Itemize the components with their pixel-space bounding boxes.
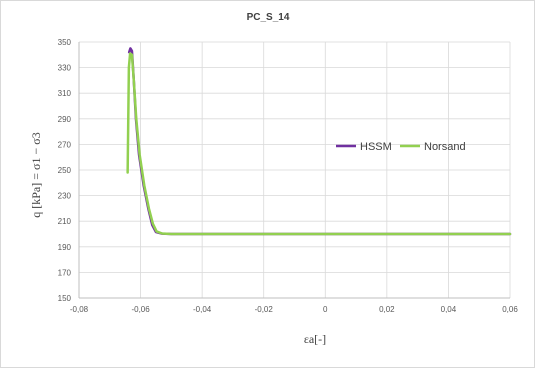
legend-label-hssm: HSSM — [360, 141, 392, 153]
x-tick-label: -0,02 — [255, 305, 274, 314]
y-tick-label: 170 — [58, 268, 72, 277]
y-tick-label: 210 — [58, 217, 72, 226]
y-tick-label: 270 — [58, 140, 72, 149]
x-tick-label: -0,04 — [193, 305, 212, 314]
tick-labels: -0,08 -0,06 -0,04 -0,02 0 0,02 0,04 0,06 150 170 1… — [58, 38, 519, 314]
x-tick-label: -0,06 — [131, 305, 150, 314]
y-axis-label: q [kPa] = σ1 − σ3 — [29, 132, 43, 217]
y-tick-label: 350 — [58, 38, 72, 47]
y-tick-label: 290 — [58, 115, 72, 124]
x-axis-label: εa[-] — [304, 332, 326, 346]
y-tick-label: 250 — [58, 166, 72, 175]
y-tick-label: 230 — [58, 192, 72, 201]
y-tick-label: 150 — [58, 294, 72, 303]
x-tick-label: -0,08 — [70, 305, 89, 314]
legend: HSSM Norsand — [336, 141, 466, 153]
x-tick-label: 0,06 — [502, 305, 518, 314]
series-line-norsand — [126, 52, 512, 236]
y-tick-label: 330 — [58, 64, 72, 73]
y-tick-label: 310 — [58, 89, 72, 98]
chart-title: PC_S_14 — [247, 12, 290, 23]
x-tick-label: 0 — [323, 305, 328, 314]
y-tick-label: 190 — [58, 243, 72, 252]
grid — [78, 41, 511, 299]
x-tick-label: 0,02 — [379, 305, 395, 314]
axes — [78, 42, 510, 299]
legend-label-norsand: Norsand — [424, 141, 466, 153]
series-layer — [126, 47, 512, 236]
x-tick-label: 0,04 — [441, 305, 457, 314]
